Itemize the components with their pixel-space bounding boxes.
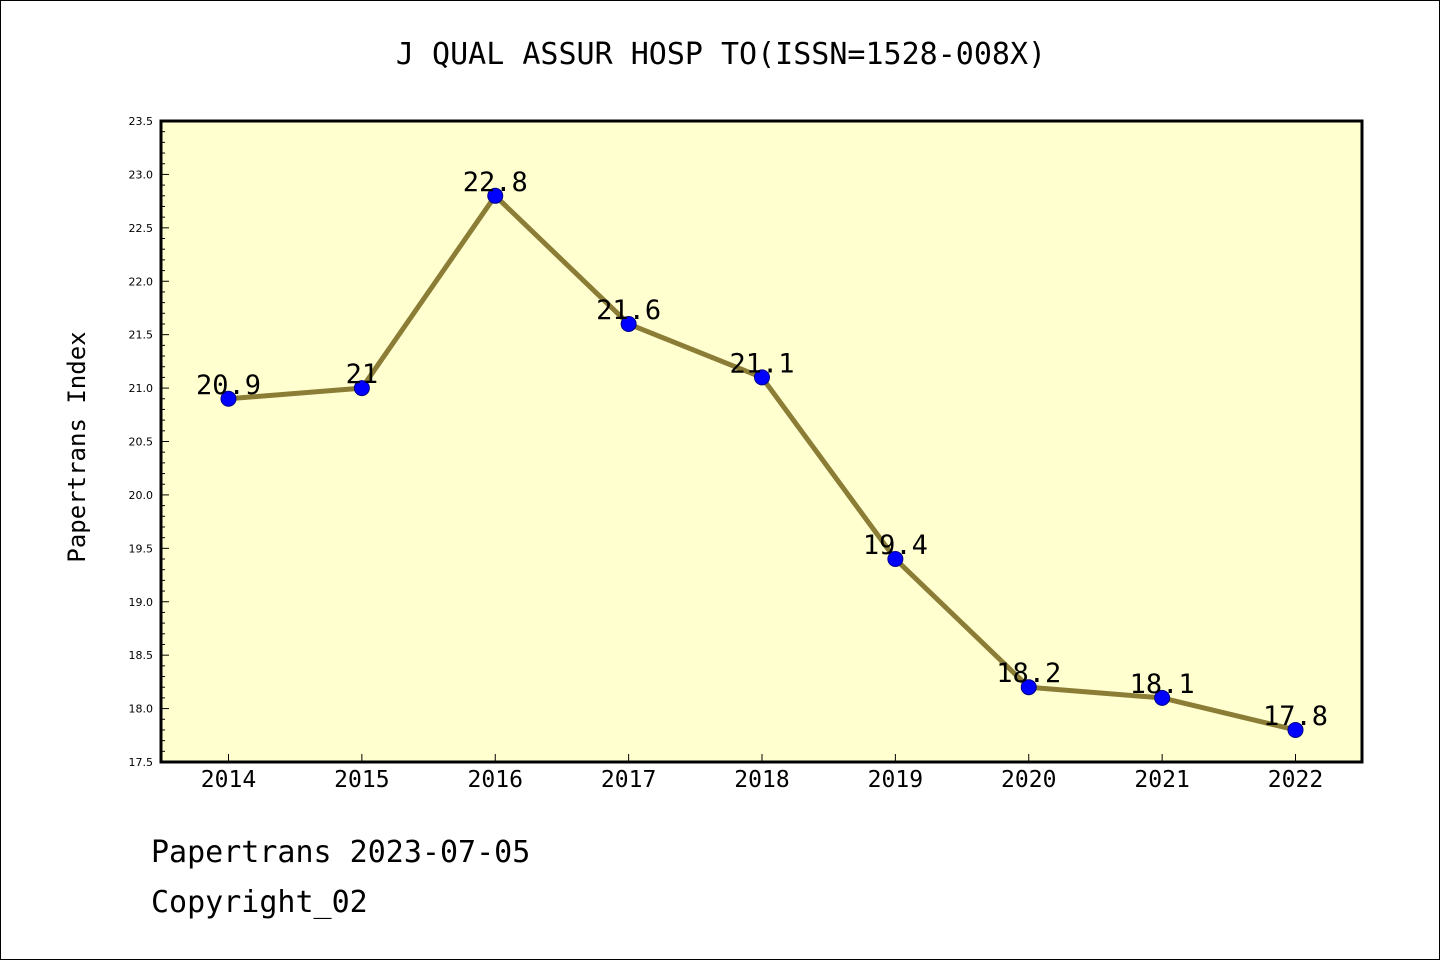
y-tick-label: 21.5 [129, 329, 154, 342]
x-tick-label: 2020 [1001, 767, 1056, 793]
y-tick-label: 21.0 [129, 382, 154, 395]
data-label: 21.1 [729, 348, 794, 379]
y-tick-label: 20.5 [129, 436, 154, 449]
data-label: 20.9 [196, 370, 261, 401]
plot-frame [159, 119, 1364, 764]
y-tick-label: 22.0 [129, 275, 154, 288]
y-tick-label: 20.0 [129, 489, 154, 502]
y-tick-label: 19.0 [129, 596, 154, 609]
data-point [220, 390, 237, 407]
y-tick-label: 22.5 [129, 222, 154, 235]
data-point [1287, 721, 1304, 738]
plot-area [161, 121, 1362, 762]
x-tick-label: 2015 [334, 767, 389, 793]
data-label: 21.6 [596, 295, 661, 326]
y-axis-ticks: 17.5 18.0 18.5 19.0 19.5 20.0 20.5 21.0 21.5 22.0… [129, 115, 169, 769]
data-point [754, 369, 770, 386]
y-tick-label: 17.5 [129, 756, 154, 769]
x-axis-ticks: 2014 2015 2016 2017 2018 2019 2020 2021 2022 [201, 754, 1323, 793]
x-tick-label: 2018 [734, 767, 789, 793]
data-point [1154, 689, 1171, 706]
data-labels: 20.9 21 22.8 21.6 21.1 19.4 18.2 18.1 17.8 [196, 167, 1328, 732]
x-tick-label: 2019 [868, 767, 923, 793]
data-point [887, 551, 904, 568]
data-points [220, 187, 1304, 738]
data-label: 18.1 [1130, 669, 1195, 700]
y-tick-label: 18.0 [129, 703, 154, 716]
y-tick-label: 23.0 [129, 168, 154, 181]
data-point [487, 187, 504, 204]
data-label: 21 [346, 359, 379, 390]
y-tick-label: 19.5 [129, 542, 154, 555]
x-tick-label: 2022 [1268, 767, 1323, 793]
y-axis-label: Papertrans Index [63, 331, 91, 563]
y-tick-label: 18.5 [129, 649, 154, 662]
y-tick-label: 23.5 [129, 115, 154, 128]
x-tick-label: 2021 [1134, 767, 1189, 793]
data-point [620, 315, 637, 332]
data-label: 22.8 [463, 167, 528, 198]
x-tick-label: 2016 [468, 767, 523, 793]
chart-title: J QUAL ASSUR HOSP TO(ISSN=1528-008X) [395, 37, 1047, 72]
data-label: 19.4 [863, 530, 928, 561]
x-tick-label: 2014 [201, 767, 256, 793]
footer-copyright: Copyright_02 [151, 885, 368, 920]
footer-date: Papertrans 2023-07-05 [151, 835, 531, 870]
x-tick-label: 2017 [601, 767, 656, 793]
data-label: 17.8 [1263, 701, 1328, 732]
data-point [1020, 679, 1037, 696]
data-point [353, 380, 370, 397]
data-label: 18.2 [996, 658, 1061, 689]
